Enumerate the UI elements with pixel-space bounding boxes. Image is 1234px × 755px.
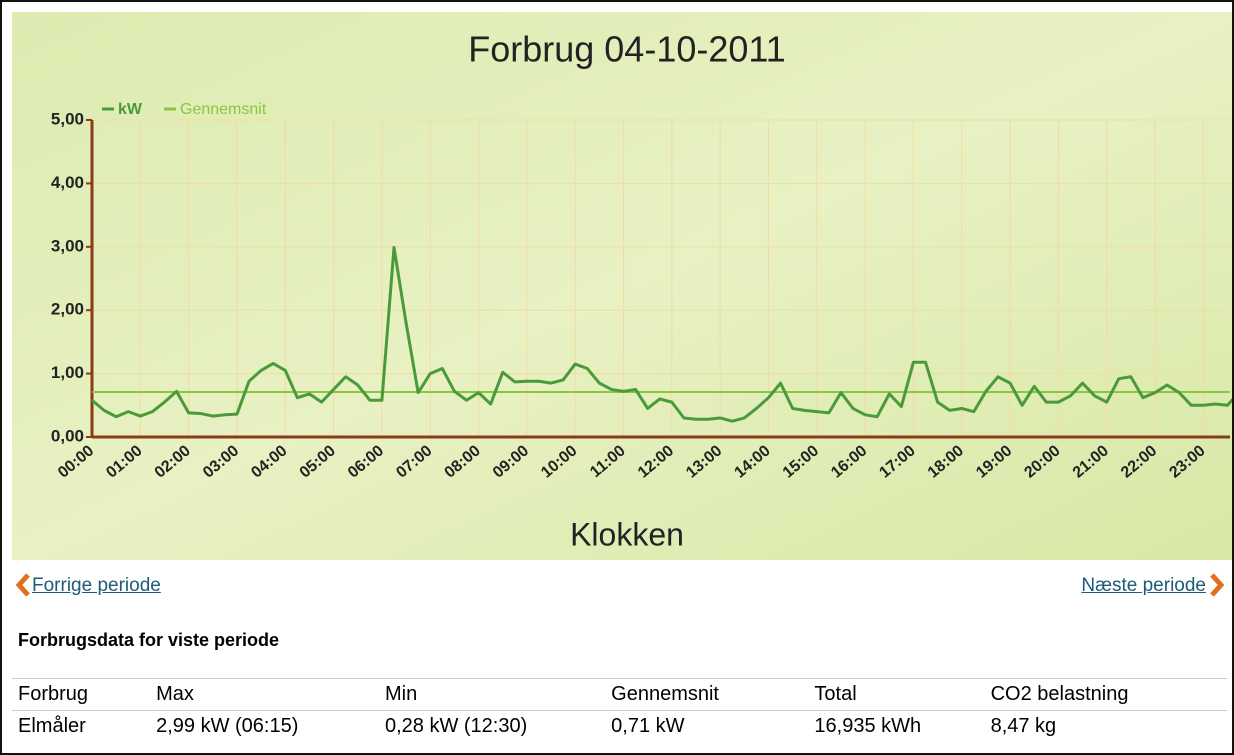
table-header-row: Forbrug Max Min Gennemsnit Total CO2 belastni… <box>12 678 1227 711</box>
chart-background <box>12 12 1232 560</box>
legend-label: Gennemsnit <box>180 101 267 118</box>
next-link[interactable]: Næste periode <box>1081 575 1206 596</box>
header-cell: Total <box>808 678 985 711</box>
y-tick-label: 3,00 <box>51 236 84 255</box>
y-tick-label: 4,00 <box>51 173 84 192</box>
line <box>91 245 1232 423</box>
header-cell: Min <box>378 678 606 711</box>
chart: Forbrug 04-10-2011 Klokken 0,00 1,00 2,00 3… <box>12 12 1232 560</box>
cell: 16,935 kWh <box>808 710 985 742</box>
data-table: Forbrug Max Min Gennemsnit Total CO2 belastni… <box>12 678 1227 742</box>
next-arrow[interactable] <box>1206 572 1226 598</box>
cell: 8,47 kg <box>984 710 1227 742</box>
cell: 2,99 kW (06:15) <box>150 710 379 742</box>
legend-label: kW <box>118 101 143 118</box>
prev-link[interactable]: Forrige periode <box>32 575 161 596</box>
cell: 0,28 kW (12:30) <box>378 710 606 742</box>
cell: 0,71 kW <box>605 710 809 742</box>
y-tick-label: 1,00 <box>51 363 84 382</box>
x-axis-label: Klokken <box>570 516 684 552</box>
y-tick-label: 0,00 <box>51 426 84 445</box>
table-row: Elmåler 2,99 kW (06:15) 0,28 kW (12:30) 0,7… <box>12 710 1227 742</box>
y-tick-label: 5,00 <box>51 109 84 128</box>
header-cell: Gennemsnit <box>605 678 809 711</box>
header-cell: Max <box>150 678 379 711</box>
y-tick-label: 2,00 <box>51 300 84 319</box>
header-cell: Forbrug <box>12 678 151 711</box>
prev-arrow[interactable] <box>14 572 34 598</box>
chart-title: Forbrug 04-10-2011 <box>468 29 786 70</box>
header-cell: CO2 belastning <box>984 678 1227 711</box>
section-title: Forbrugsdata for viste periode <box>18 630 280 650</box>
cell: Elmåler <box>12 710 151 742</box>
